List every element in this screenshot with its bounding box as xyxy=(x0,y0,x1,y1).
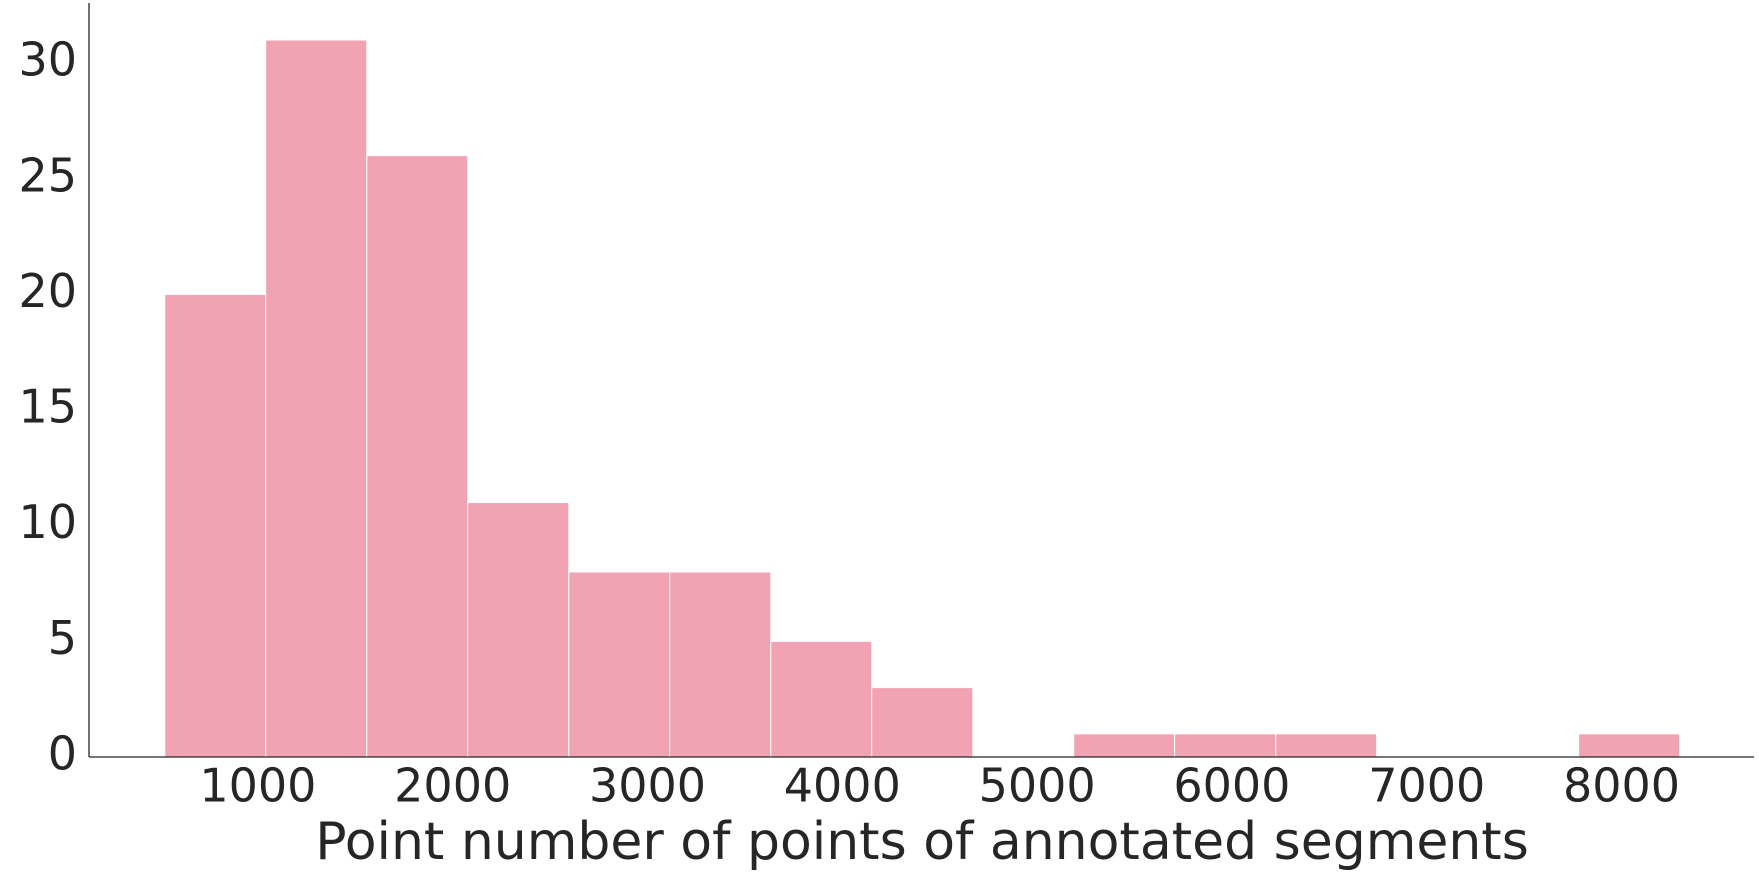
bar xyxy=(568,571,671,758)
bar xyxy=(871,687,974,758)
x-tick-label: 3000 xyxy=(589,759,706,813)
bar xyxy=(164,293,267,758)
y-tick-label: 15 xyxy=(18,380,77,434)
bar xyxy=(669,571,772,758)
bar xyxy=(1174,733,1277,758)
bar xyxy=(265,39,368,758)
y-tick-label: 20 xyxy=(18,264,77,318)
x-tick-label: 4000 xyxy=(784,759,901,813)
bar xyxy=(1275,733,1378,758)
bar xyxy=(1073,733,1176,758)
bar xyxy=(366,155,469,758)
bar xyxy=(770,640,873,758)
y-tick-label: 5 xyxy=(48,611,77,665)
bar xyxy=(1578,733,1681,758)
x-tick-label: 8000 xyxy=(1563,759,1680,813)
x-tick-label: 1000 xyxy=(199,759,316,813)
y-tick-label: 0 xyxy=(48,727,77,781)
y-tick-label: 30 xyxy=(18,33,77,87)
x-tick-label: 7000 xyxy=(1368,759,1485,813)
x-tick-label: 6000 xyxy=(1173,759,1290,813)
bar xyxy=(467,502,570,758)
y-tick-label: 10 xyxy=(18,495,77,549)
x-axis-label: Point number of points of annotated segm… xyxy=(315,812,1529,872)
y-tick-label: 25 xyxy=(18,148,77,202)
x-tick-label: 2000 xyxy=(394,759,511,813)
x-tick-label: 5000 xyxy=(979,759,1096,813)
